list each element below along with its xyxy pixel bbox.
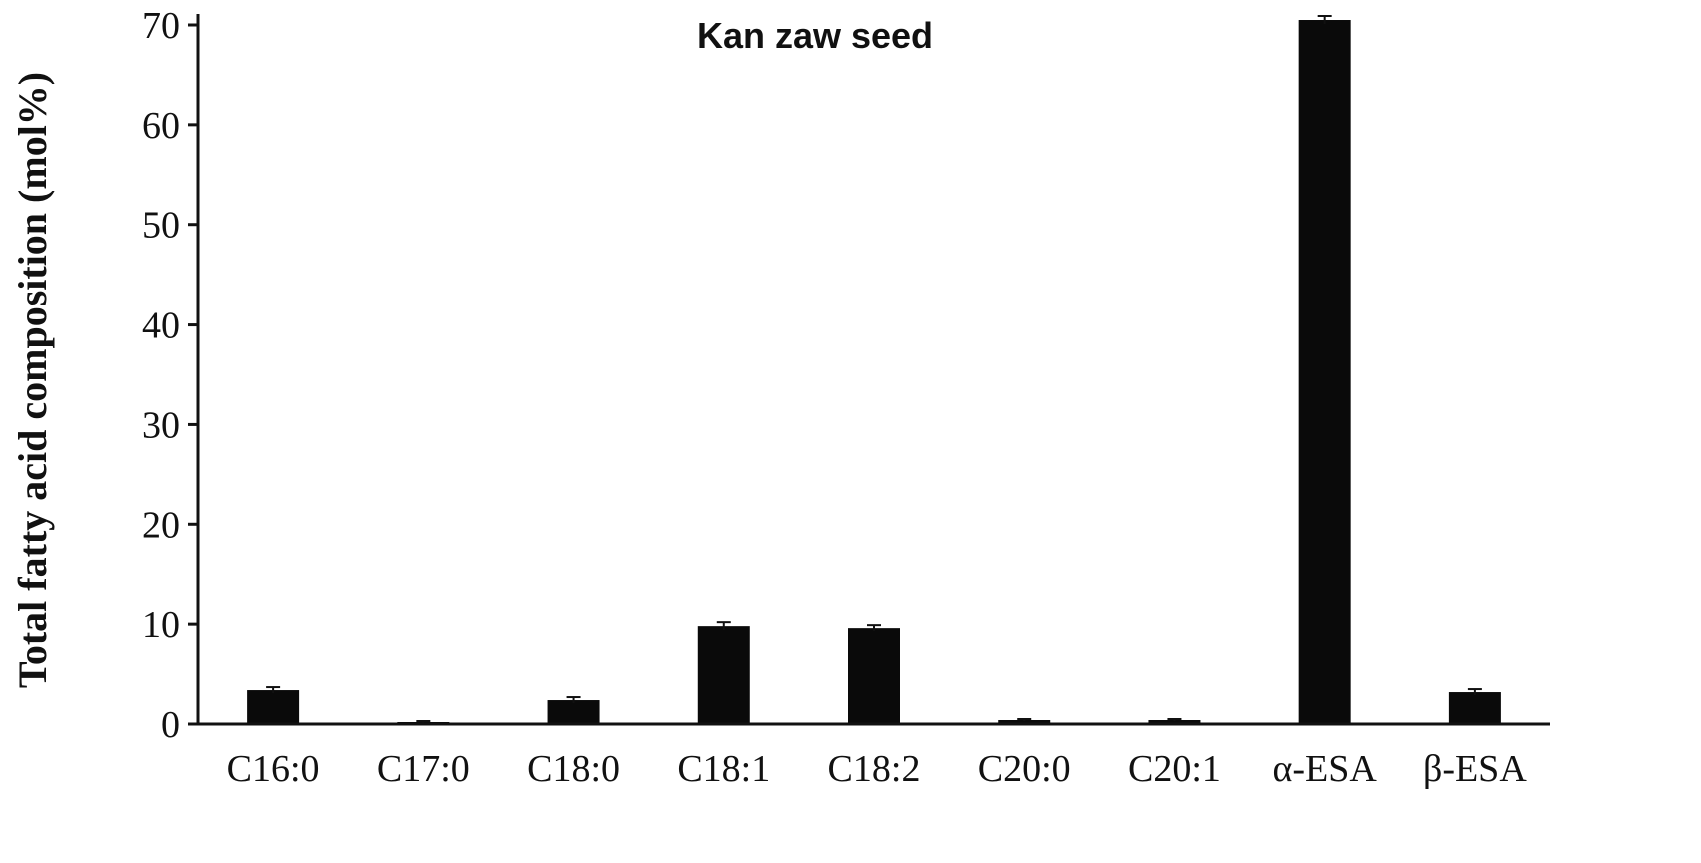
y-tick-label: 20	[142, 504, 180, 546]
x-category-label: C16:0	[227, 748, 320, 790]
x-category-label: C20:0	[978, 748, 1071, 790]
bar	[247, 690, 300, 724]
bar	[848, 628, 900, 724]
bar	[697, 626, 750, 724]
x-category-label: C20:1	[1128, 748, 1221, 790]
x-category-label: C18:0	[527, 748, 620, 790]
y-tick-label: 0	[161, 704, 180, 746]
y-tick-label: 10	[142, 604, 180, 646]
y-tick-label: 30	[142, 404, 180, 446]
y-tick-label: 70	[142, 5, 180, 47]
x-category-label: C18:2	[828, 748, 921, 790]
y-tick-label: 40	[142, 305, 180, 347]
x-category-label: C17:0	[377, 748, 470, 790]
bar	[998, 720, 1051, 724]
bar	[547, 700, 600, 724]
x-axis-labels: C16:0 C17:0 C18:0 C18:1 C18:2 C20:0 C20:1 α-ESA…	[227, 748, 1528, 790]
x-category-label: C18:1	[677, 748, 770, 790]
y-axis-ticks: 0 10 20 30 40 50 60 70	[142, 5, 198, 746]
y-tick-label: 50	[142, 205, 180, 247]
x-category-label: β-ESA	[1423, 748, 1527, 790]
bar	[1298, 20, 1351, 725]
x-category-label: α-ESA	[1272, 748, 1377, 790]
y-tick-label: 60	[142, 105, 180, 147]
bar	[1148, 720, 1201, 724]
bars	[247, 20, 1501, 725]
error-bars	[266, 15, 1482, 724]
bar	[1448, 692, 1501, 724]
chart-title: Kan zaw seed	[697, 15, 933, 56]
y-axis-title: Total fatty acid composition (mol%)	[10, 72, 55, 688]
